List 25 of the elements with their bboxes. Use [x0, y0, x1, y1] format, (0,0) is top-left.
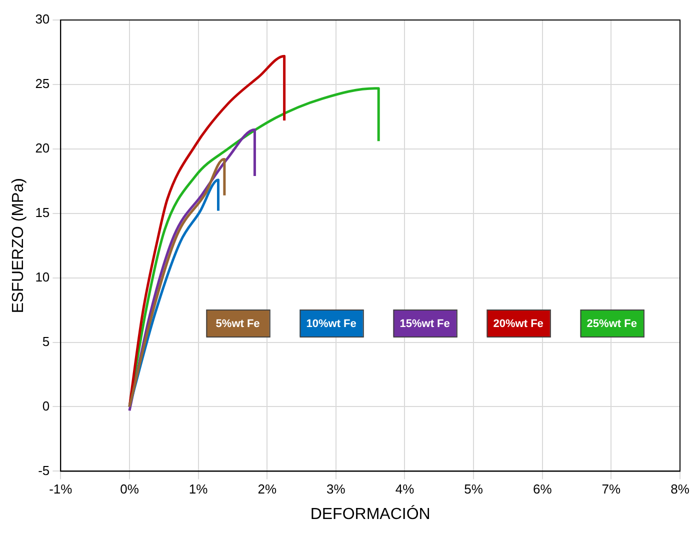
- y-tick-label: 30: [35, 12, 50, 27]
- text: 10%wt Fe: [306, 318, 356, 330]
- x-tick-label: 7%: [602, 482, 622, 497]
- x-tick-label: 8%: [670, 482, 690, 497]
- y-tick-label: 15: [35, 204, 50, 220]
- x-tick-label: 4%: [395, 482, 415, 497]
- x-tick-label: -1%: [49, 482, 73, 497]
- y-tick-label: 10: [35, 269, 50, 284]
- x-tick-label: 1%: [188, 482, 208, 497]
- y-tick-label: -5: [38, 462, 50, 478]
- text: 25%wt Fe: [586, 318, 637, 330]
- x-tick-label: 5%: [464, 482, 484, 497]
- x-tick-label: 3%: [326, 482, 346, 497]
- y-tick-label: 25: [35, 76, 50, 92]
- x-tick-label: 0%: [120, 482, 140, 497]
- x-axis-title: DEFORMACIÓN: [310, 504, 430, 523]
- y-tick-label: 20: [35, 140, 50, 156]
- y-tick-label: 5: [42, 334, 50, 349]
- x-tick-label: 2%: [258, 482, 277, 497]
- y-tick-label: 0: [42, 398, 50, 414]
- x-tick-label: 6%: [532, 482, 552, 497]
- text: 20%wt Fe: [493, 318, 544, 330]
- text: 5%wt Fe: [216, 318, 260, 330]
- y-axis-title: ESFUERZO (MPa): [10, 178, 28, 314]
- text: 15%wt Fe: [400, 318, 450, 330]
